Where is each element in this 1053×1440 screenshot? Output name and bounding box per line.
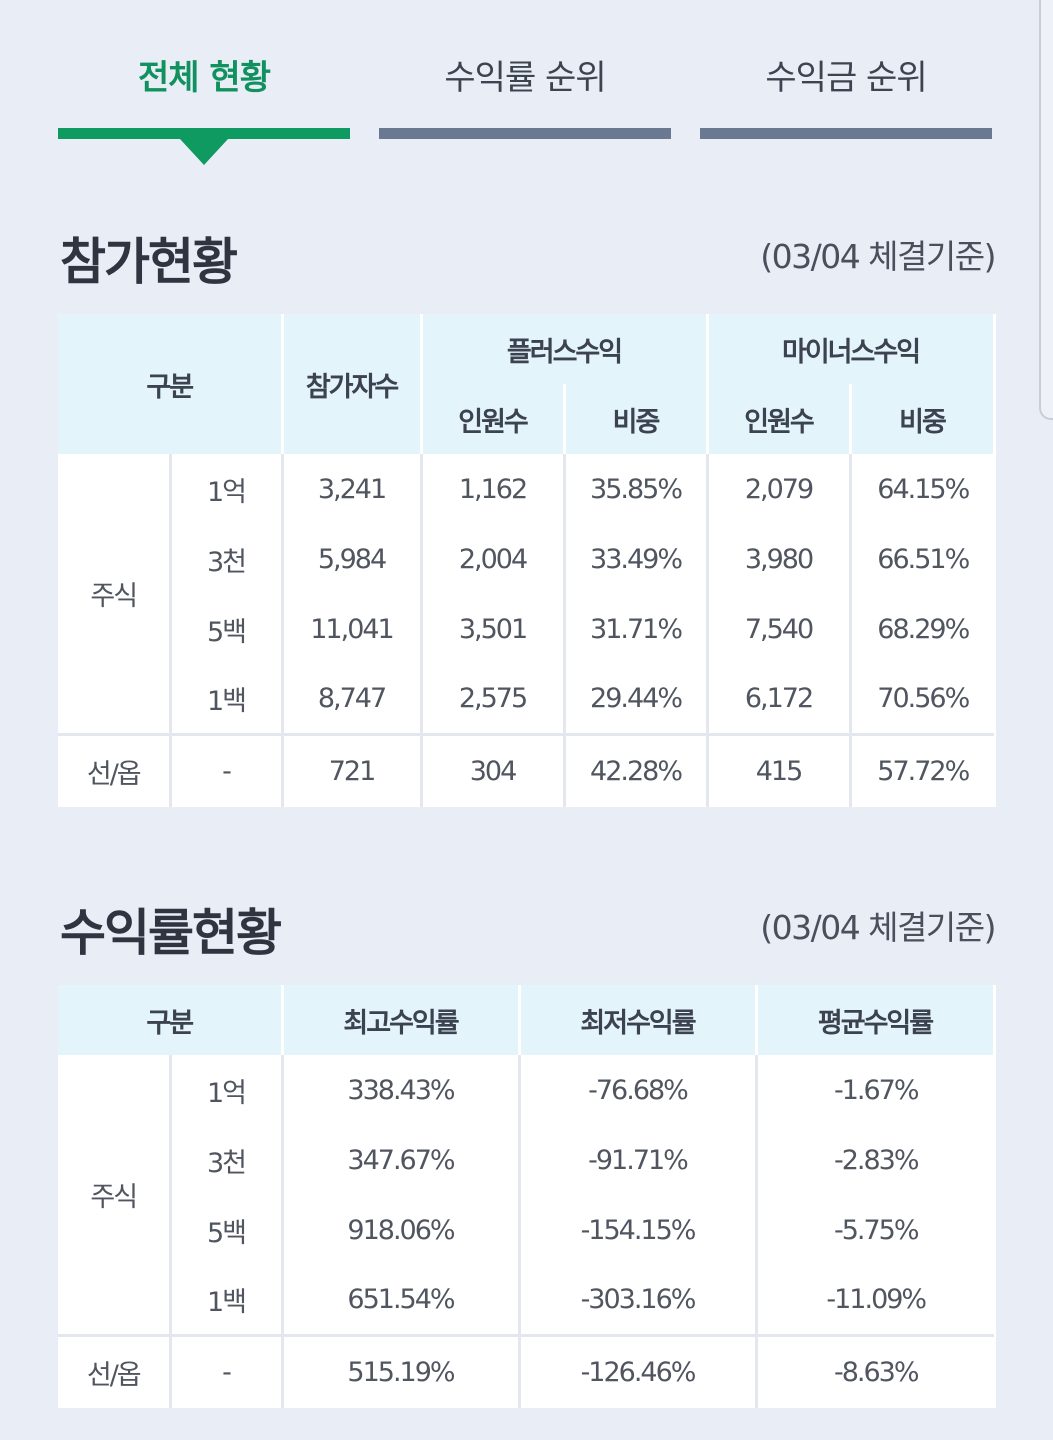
sub-category: 1백 (170, 664, 284, 734)
returns-title: 수익률현황 (60, 904, 282, 962)
active-tab-indicator (180, 139, 228, 165)
sub-category: 1억 (170, 454, 284, 524)
participants-cell: 721 (282, 732, 423, 807)
min-return-cell: -126.46% (519, 1333, 758, 1408)
sub-category: 5백 (170, 1195, 284, 1265)
tab-underline (379, 128, 671, 139)
header-minus-count: 인원수 (707, 384, 852, 454)
participants-cell: 11,041 (282, 594, 423, 664)
tab-label: 전체 현황 (138, 58, 271, 98)
min-return-cell: -154.15% (519, 1195, 758, 1265)
avg-return-cell: -8.63% (756, 1333, 994, 1408)
group-label-futures: 선/옵 (58, 732, 172, 807)
minus-ratio-cell: 66.51% (877, 543, 970, 575)
minus-ratio-cell: 68.29% (877, 613, 970, 645)
min-return-cell: -91.71% (519, 1125, 758, 1195)
plus-count-cell: 1,162 (421, 454, 566, 524)
group-label-futures: 선/옵 (58, 1333, 172, 1408)
returns-table: 구분 최고수익률 최저수익률 평균수익률 주식 1억 338.43% -76.6… (58, 985, 996, 1408)
table-row: 5백 11,041 3,501 31.71% 7,540 68.29% (58, 594, 994, 664)
header-participants: 참가자수 (282, 314, 423, 454)
tab-overall-status[interactable]: 전체 현황 (58, 0, 350, 170)
sub-category: 5백 (170, 594, 284, 664)
table-row: 선/옵 - 721 304 42.28% 415 57.72% (58, 732, 995, 807)
plus-ratio-cell: 31.71% (564, 594, 709, 664)
sub-category: 3천 (170, 524, 284, 594)
table-row: 3천 347.67% -91.71% -2.83% (58, 1125, 994, 1195)
max-return-cell: 347.67% (282, 1125, 521, 1195)
sub-category: - (170, 732, 284, 807)
header-minus-ratio: 비중 (850, 384, 996, 454)
tab-label: 수익금 순위 (765, 58, 927, 98)
plus-count-cell: 2,004 (421, 524, 566, 594)
tab-profit-rank[interactable]: 수익금 순위 (700, 0, 992, 170)
header-plus-ratio: 비중 (564, 384, 709, 454)
returns-basis-note: (03/04 체결기준) (760, 908, 996, 947)
tab-underline (58, 128, 350, 139)
plus-count-cell: 3,501 (421, 594, 566, 664)
header-min-return: 최저수익률 (519, 985, 758, 1055)
minus-ratio-cell: 70.56% (877, 682, 970, 714)
table-row: 1백 8,747 2,575 29.44% 6,172 70.56% (58, 664, 994, 734)
tab-underline (700, 128, 992, 139)
min-return-cell: -76.68% (519, 1055, 758, 1125)
avg-return-cell: -1.67% (833, 1074, 920, 1106)
participation-title: 참가현황 (60, 233, 238, 291)
participation-table: 구분 참가자수 플러스수익 마이너스수익 인원수 비중 인원수 비중 주식 1억… (58, 314, 996, 807)
minus-ratio-cell: 57.72% (850, 732, 995, 807)
tab-label: 수익률 순위 (444, 58, 606, 98)
minus-count-cell: 2,079 (707, 454, 852, 524)
tab-return-rate-rank[interactable]: 수익률 순위 (379, 0, 671, 170)
minus-count-cell: 3,980 (707, 524, 852, 594)
max-return-cell: 918.06% (282, 1195, 521, 1265)
scrollbar[interactable] (1039, 0, 1053, 420)
plus-ratio-cell: 29.44% (564, 664, 709, 734)
plus-ratio-cell: 42.28% (564, 732, 709, 807)
max-return-cell: 338.43% (282, 1055, 521, 1125)
avg-return-cell: -5.75% (833, 1214, 920, 1246)
sub-category: 1억 (170, 1055, 284, 1125)
table-row: 주식 1억 338.43% -76.68% -1.67% (58, 1055, 994, 1335)
header-avg-return: 평균수익률 (756, 985, 996, 1055)
table-row: 3천 5,984 2,004 33.49% 3,980 66.51% (58, 524, 994, 594)
minus-count-cell: 6,172 (707, 664, 852, 734)
header-minus-profit: 마이너스수익 (707, 314, 996, 384)
table-row: 5백 918.06% -154.15% -5.75% (58, 1195, 994, 1265)
header-category: 구분 (58, 985, 284, 1055)
sub-category: - (170, 1333, 284, 1408)
max-return-cell: 651.54% (282, 1265, 521, 1335)
plus-count-cell: 304 (421, 732, 566, 807)
max-return-cell: 515.19% (282, 1333, 521, 1408)
minus-ratio-cell: 64.15% (877, 473, 970, 505)
header-plus-count: 인원수 (421, 384, 566, 454)
sub-category: 1백 (170, 1265, 284, 1335)
tab-bar: 전체 현황 수익률 순위 수익금 순위 (58, 0, 992, 170)
participation-basis-note: (03/04 체결기준) (760, 237, 996, 276)
participants-cell: 5,984 (282, 524, 423, 594)
table-row: 1백 651.54% -303.16% -11.09% (58, 1265, 994, 1335)
table-row: 선/옵 - 515.19% -126.46% -8.63% (58, 1333, 994, 1408)
plus-count-cell: 2,575 (421, 664, 566, 734)
sub-category: 3천 (170, 1125, 284, 1195)
group-label-stock: 주식 (58, 454, 172, 734)
table-row: 주식 1억 3,241 1,162 35.85% 2,079 64.15% (58, 454, 994, 734)
header-category: 구분 (58, 314, 284, 454)
avg-return-cell: -2.83% (833, 1144, 920, 1176)
min-return-cell: -303.16% (519, 1265, 758, 1335)
participants-cell: 8,747 (282, 664, 423, 734)
plus-ratio-cell: 33.49% (564, 524, 709, 594)
group-label-stock: 주식 (58, 1055, 172, 1335)
avg-return-cell: -11.09% (826, 1283, 927, 1315)
minus-count-cell: 7,540 (707, 594, 852, 664)
header-max-return: 최고수익률 (282, 985, 521, 1055)
minus-count-cell: 415 (707, 732, 852, 807)
header-plus-profit: 플러스수익 (421, 314, 709, 384)
participants-cell: 3,241 (282, 454, 423, 524)
plus-ratio-cell: 35.85% (564, 454, 709, 524)
